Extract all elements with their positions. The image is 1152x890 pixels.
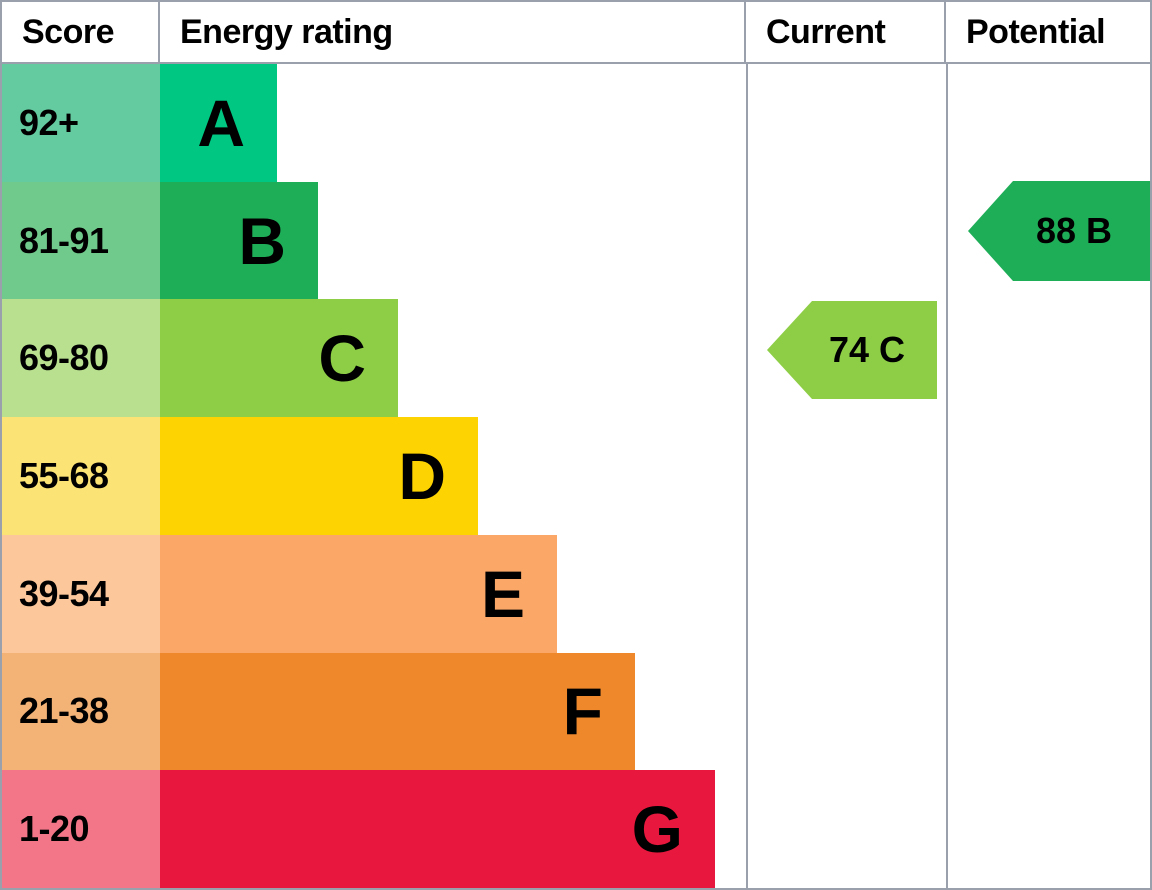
band-letter: D bbox=[398, 439, 446, 514]
band-letter: G bbox=[631, 792, 683, 867]
score-range: 92+ bbox=[2, 64, 160, 182]
bands-column: 92+ A 81-91 B 69-80 C 55-68 D 39-54 E 21… bbox=[2, 64, 748, 888]
band-row-c: 69-80 C bbox=[2, 299, 746, 418]
current-rating-arrow: 74 C bbox=[767, 301, 937, 399]
score-range: 69-80 bbox=[2, 299, 160, 418]
header-potential: Potential bbox=[966, 12, 1106, 51]
band-letter: B bbox=[238, 203, 286, 278]
band-row-b: 81-91 B bbox=[2, 181, 746, 300]
band-row-a: 92+ A bbox=[2, 64, 746, 182]
band-row-e: 39-54 E bbox=[2, 534, 746, 653]
score-range: 39-54 bbox=[2, 534, 160, 653]
band-letter: A bbox=[197, 85, 245, 160]
band-letter: E bbox=[480, 556, 525, 631]
score-range: 81-91 bbox=[2, 181, 160, 300]
band-bar: C bbox=[160, 299, 398, 418]
band-bar: B bbox=[160, 181, 318, 300]
band-letter: F bbox=[562, 674, 603, 749]
band-letter: C bbox=[318, 321, 366, 396]
band-bar: A bbox=[160, 64, 277, 182]
band-bar: D bbox=[160, 417, 478, 535]
band-bar: G bbox=[160, 770, 715, 888]
potential-rating-arrow: 88 B bbox=[968, 181, 1150, 281]
score-range: 55-68 bbox=[2, 417, 160, 535]
current-rating-label: 74 C bbox=[828, 329, 906, 370]
band-bar: F bbox=[160, 652, 635, 771]
header-current: Current bbox=[746, 2, 946, 62]
current-column: 74 C bbox=[748, 64, 948, 888]
band-row-f: 21-38 F bbox=[2, 652, 746, 771]
header-score: Score bbox=[2, 2, 160, 62]
score-range: 1-20 bbox=[2, 770, 160, 888]
potential-column: 88 B bbox=[948, 64, 1150, 888]
header-energy-rating: Energy rating bbox=[160, 2, 746, 62]
band-bar: E bbox=[160, 534, 557, 653]
band-row-d: 55-68 D bbox=[2, 417, 746, 535]
potential-rating-label: 88 B bbox=[1035, 210, 1113, 251]
score-range: 21-38 bbox=[2, 652, 160, 771]
chart-body: 92+ A 81-91 B 69-80 C 55-68 D 39-54 E 21… bbox=[2, 64, 1150, 888]
chart-header: Score Energy rating Current Potential bbox=[2, 2, 1150, 64]
band-row-g: 1-20 G bbox=[2, 770, 746, 888]
